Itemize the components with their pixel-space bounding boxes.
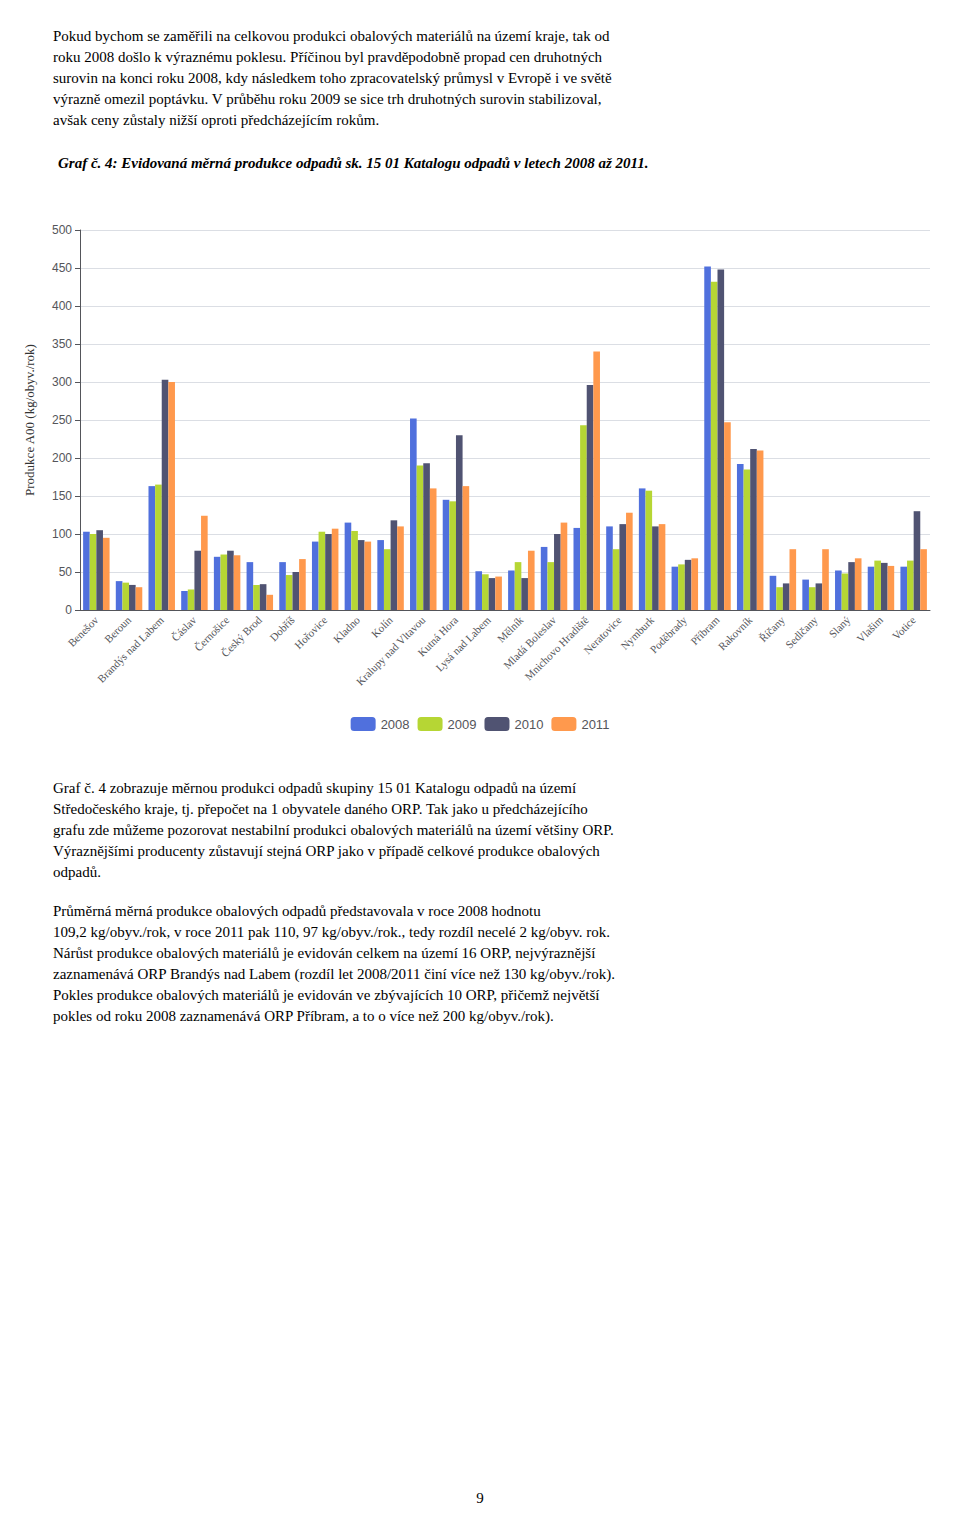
svg-text:109,2 kg/obyv./rok, v roce 201: 109,2 kg/obyv./rok, v roce 2011 pak 110,… (53, 924, 610, 940)
svg-text:Mladá Boleslav: Mladá Boleslav (500, 613, 559, 672)
svg-text:200: 200 (52, 451, 72, 465)
svg-text:Produkce A00 (kg/obyv./rok): Produkce A00 (kg/obyv./rok) (22, 344, 37, 496)
svg-text:Čáslav: Čáslav (169, 613, 199, 643)
svg-text:450: 450 (52, 261, 72, 275)
svg-text:Kutná Hora: Kutná Hora (415, 613, 461, 659)
svg-text:avšak ceny zůstaly nižší oprot: avšak ceny zůstaly nižší oproti předcház… (53, 112, 379, 128)
svg-text:Dobříš: Dobříš (267, 614, 297, 644)
svg-text:roku 2008 došlo k výraznému po: roku 2008 došlo k výraznému poklesu. Pří… (53, 49, 603, 65)
svg-text:2009: 2009 (448, 717, 477, 732)
svg-text:300: 300 (52, 375, 72, 389)
svg-text:Černošice: Černošice (191, 613, 232, 654)
svg-text:Votice: Votice (890, 614, 918, 642)
svg-text:Graf č. 4 zobrazuje měrnou pro: Graf č. 4 zobrazuje měrnou produkci odpa… (53, 780, 576, 796)
svg-text:2011: 2011 (581, 717, 609, 732)
svg-text:Sedlčany: Sedlčany (783, 613, 820, 650)
svg-text:Pokles produkce obalových mate: Pokles produkce obalových materiálů je e… (53, 987, 600, 1003)
svg-text:Český Brod: Český Brod (219, 613, 265, 659)
svg-text:Hořovice: Hořovice (292, 614, 329, 651)
svg-text:Lysá nad Labem: Lysá nad Labem (433, 613, 493, 673)
svg-text:Mělník: Mělník (495, 613, 526, 644)
svg-text:Poděbrady: Poděbrady (647, 613, 689, 655)
svg-text:Rakovník: Rakovník (716, 613, 755, 652)
svg-text:150: 150 (52, 489, 72, 503)
svg-text:Příbram: Příbram (688, 613, 722, 648)
svg-text:9: 9 (476, 1490, 484, 1506)
svg-text:pokles od roku 2008 zaznamenáv: pokles od roku 2008 zaznamenává ORP Příb… (53, 1008, 554, 1025)
svg-text:zaznamenává ORP Brandýs nad La: zaznamenává ORP Brandýs nad Labem (rozdí… (53, 966, 615, 983)
svg-text:Kolín: Kolín (369, 613, 396, 640)
svg-text:Kladno: Kladno (331, 613, 363, 645)
svg-text:350: 350 (52, 337, 72, 351)
svg-text:Brandýs nad Labem: Brandýs nad Labem (95, 613, 166, 684)
svg-text:Říčany: Říčany (757, 613, 788, 644)
svg-text:Průměrná měrná produkce obalov: Průměrná měrná produkce obalových odpadů… (53, 903, 541, 919)
svg-text:250: 250 (52, 413, 72, 427)
svg-text:Mnichovo Hradiště: Mnichovo Hradiště (522, 613, 591, 683)
svg-text:Neratovice: Neratovice (581, 614, 624, 657)
svg-text:odpadů.: odpadů. (53, 864, 101, 880)
svg-text:Nárůst produkce obalových mate: Nárůst produkce obalových materiálů je e… (53, 945, 595, 961)
svg-text:50: 50 (59, 565, 73, 579)
svg-text:surovin na konci roku 2008, kd: surovin na konci roku 2008, kdy následke… (53, 70, 612, 86)
svg-text:0: 0 (65, 603, 72, 617)
svg-text:Benešov: Benešov (65, 613, 101, 649)
svg-text:2010: 2010 (514, 717, 543, 732)
svg-text:Pokud bychom se zaměřili na ce: Pokud bychom se zaměřili na celkovou pro… (53, 28, 610, 44)
svg-text:Výraznějšími producenty zůstav: Výraznějšími producenty zůstavují stejná… (53, 843, 600, 859)
svg-text:Vlašim: Vlašim (854, 613, 885, 644)
svg-text:Graf č. 4: Evidovaná měrná pro: Graf č. 4: Evidovaná měrná produkce odpa… (58, 155, 648, 171)
svg-text:2008: 2008 (381, 717, 410, 732)
svg-text:500: 500 (52, 223, 72, 237)
svg-text:Beroun: Beroun (102, 613, 134, 645)
svg-text:Slaný: Slaný (826, 613, 853, 640)
svg-text:400: 400 (52, 299, 72, 313)
svg-text:Středočeského kraje, tj. přepo: Středočeského kraje, tj. přepočet na 1 o… (53, 801, 588, 817)
svg-text:Kralupy nad Vltavou: Kralupy nad Vltavou (353, 613, 428, 688)
svg-text:výrazně omezil poptávku. V prů: výrazně omezil poptávku. V průběhu roku … (53, 91, 602, 107)
svg-text:100: 100 (52, 527, 72, 541)
svg-text:grafu zde můžeme pozorovat nes: grafu zde můžeme pozorovat nestabilní pr… (53, 822, 614, 838)
svg-text:Nymburk: Nymburk (618, 613, 657, 652)
